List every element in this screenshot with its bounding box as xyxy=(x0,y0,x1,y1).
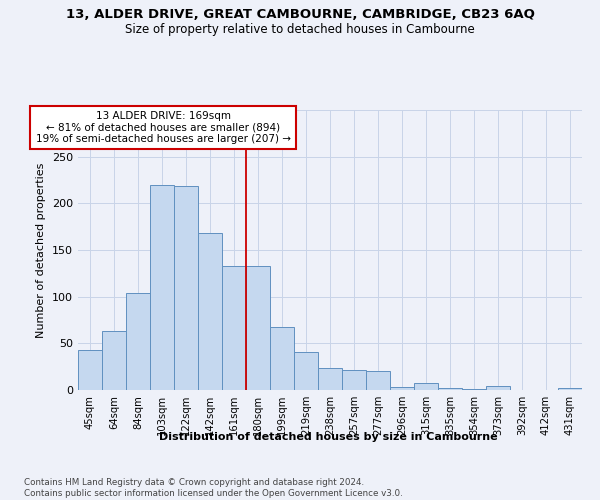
Bar xyxy=(102,331,126,390)
Bar xyxy=(198,233,222,390)
Text: Contains HM Land Registry data © Crown copyright and database right 2024.
Contai: Contains HM Land Registry data © Crown c… xyxy=(24,478,403,498)
Bar xyxy=(270,326,294,390)
Text: 13, ALDER DRIVE, GREAT CAMBOURNE, CAMBRIDGE, CB23 6AQ: 13, ALDER DRIVE, GREAT CAMBOURNE, CAMBRI… xyxy=(65,8,535,20)
Bar xyxy=(78,350,102,390)
Bar xyxy=(414,384,438,390)
Bar xyxy=(222,266,246,390)
Bar xyxy=(246,266,270,390)
Text: Size of property relative to detached houses in Cambourne: Size of property relative to detached ho… xyxy=(125,24,475,36)
Bar xyxy=(438,388,462,390)
Bar xyxy=(558,388,582,390)
Y-axis label: Number of detached properties: Number of detached properties xyxy=(37,162,46,338)
Bar xyxy=(126,293,150,390)
Bar xyxy=(486,386,510,390)
Bar xyxy=(366,372,390,390)
Bar xyxy=(342,370,366,390)
Bar xyxy=(462,389,486,390)
Bar xyxy=(150,184,174,390)
Bar xyxy=(390,387,414,390)
Bar xyxy=(318,368,342,390)
Bar xyxy=(174,186,198,390)
Bar xyxy=(294,352,318,390)
Text: Distribution of detached houses by size in Cambourne: Distribution of detached houses by size … xyxy=(160,432,498,442)
Text: 13 ALDER DRIVE: 169sqm
← 81% of detached houses are smaller (894)
19% of semi-de: 13 ALDER DRIVE: 169sqm ← 81% of detached… xyxy=(35,111,290,144)
